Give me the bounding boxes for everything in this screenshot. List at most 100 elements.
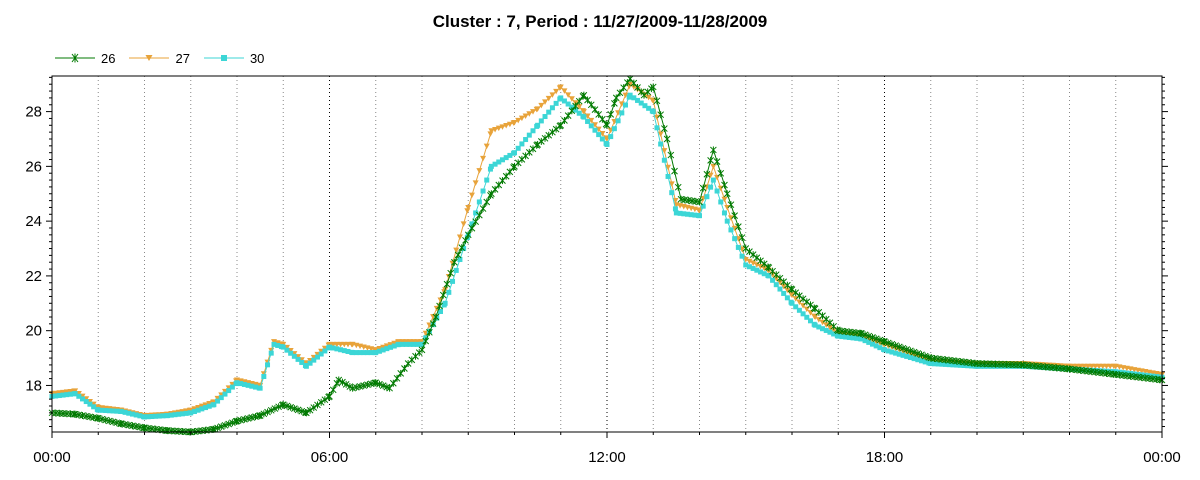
- data-point-30: [64, 392, 70, 398]
- data-point-30: [206, 403, 212, 409]
- data-point-30: [954, 362, 960, 368]
- data-point-30: [376, 348, 382, 354]
- plot-frame: [51, 75, 1163, 433]
- data-point-30: [357, 350, 363, 356]
- data-point-30: [453, 267, 459, 273]
- y-tick-label: 18: [25, 377, 42, 394]
- legend-label-27: 27: [175, 50, 190, 66]
- data-point-30: [499, 157, 505, 163]
- data-point-30: [530, 128, 536, 134]
- data-point-30: [588, 123, 594, 129]
- series-layer: [48, 75, 1166, 436]
- data-point-30: [238, 381, 244, 387]
- data-point-30: [708, 184, 714, 190]
- data-point-27: [476, 168, 483, 174]
- data-point-27: [506, 121, 513, 128]
- data-point-30: [728, 227, 734, 233]
- data-point-27: [460, 221, 467, 227]
- data-point-30: [873, 343, 879, 349]
- data-point-30: [268, 350, 274, 356]
- data-point-30: [677, 210, 683, 216]
- data-point-30: [804, 314, 810, 320]
- data-point-30: [843, 334, 849, 340]
- data-point-27: [483, 143, 490, 150]
- data-point-30: [56, 393, 62, 399]
- data-point-30: [599, 136, 605, 142]
- data-point-30: [743, 262, 749, 268]
- chart-title: Cluster : 7, Period : 11/27/2009-11/28/2…: [432, 12, 768, 31]
- data-point-30: [816, 324, 822, 330]
- data-point-30: [820, 326, 826, 332]
- data-point-30: [411, 341, 417, 347]
- data-point-27: [645, 94, 652, 101]
- data-point-30: [553, 100, 559, 106]
- data-point-30: [546, 109, 552, 115]
- data-point-27: [568, 96, 575, 102]
- data-point-27: [464, 208, 471, 214]
- data-point-30: [330, 345, 336, 351]
- legend-item-30: 30: [203, 51, 264, 66]
- data-point-30: [99, 407, 105, 413]
- data-point-30: [604, 141, 610, 147]
- data-point-30: [754, 267, 760, 273]
- data-point-27: [456, 234, 463, 241]
- data-point-30: [284, 347, 290, 353]
- legend-swatch-30-icon: [203, 55, 244, 61]
- data-point-30: [896, 351, 902, 357]
- data-point-30: [350, 350, 356, 356]
- data-point-27: [707, 172, 714, 179]
- data-point-30: [271, 341, 277, 347]
- data-point-30: [558, 95, 564, 101]
- data-point-30: [280, 344, 286, 350]
- data-point-30: [226, 388, 232, 394]
- legend-swatch-27-icon: [129, 55, 170, 61]
- data-point-27: [503, 123, 510, 129]
- data-point-30: [796, 307, 802, 313]
- data-point-27: [784, 287, 791, 294]
- data-point-30: [400, 341, 406, 347]
- data-point-30: [789, 300, 795, 306]
- series-26: [48, 75, 1166, 436]
- data-point-30: [137, 413, 143, 419]
- data-point-30: [179, 411, 185, 417]
- data-point-30: [646, 105, 652, 111]
- x-tick-label: 00:00: [33, 449, 71, 466]
- data-point-30: [291, 353, 297, 359]
- data-point-30: [172, 412, 178, 418]
- y-tick-label: 20: [25, 323, 42, 340]
- data-point-30: [915, 357, 921, 363]
- data-point-30: [596, 132, 602, 138]
- data-point-27: [776, 279, 783, 286]
- data-point-30: [484, 177, 490, 183]
- data-point-30: [388, 344, 394, 350]
- data-point-27: [696, 207, 703, 214]
- data-point-30: [307, 360, 313, 366]
- data-point-30: [654, 125, 660, 131]
- data-point-30: [261, 374, 267, 380]
- data-point-30: [697, 213, 702, 219]
- data-point-27: [518, 115, 525, 122]
- data-point-27: [580, 109, 587, 115]
- data-point-30: [322, 348, 328, 354]
- data-point-27: [622, 92, 629, 99]
- series-line-26: [51, 77, 1163, 433]
- data-point-27: [830, 327, 837, 334]
- data-point-27: [561, 88, 568, 94]
- data-point-27: [534, 106, 541, 112]
- data-point-30: [314, 354, 320, 360]
- data-point-30: [176, 411, 182, 417]
- data-point-30: [215, 398, 221, 404]
- data-point-27: [826, 325, 833, 331]
- data-point-30: [823, 327, 829, 333]
- data-point-30: [939, 361, 945, 367]
- data-point-30: [72, 391, 78, 397]
- data-point-30: [761, 271, 767, 277]
- data-point-30: [549, 105, 555, 111]
- data-point-27: [668, 181, 675, 187]
- data-point-30: [368, 350, 374, 356]
- data-point-30: [943, 361, 949, 367]
- data-point-30: [658, 141, 664, 147]
- data-point-27: [465, 204, 472, 211]
- data-point-27: [812, 314, 819, 320]
- data-point-30: [457, 256, 463, 262]
